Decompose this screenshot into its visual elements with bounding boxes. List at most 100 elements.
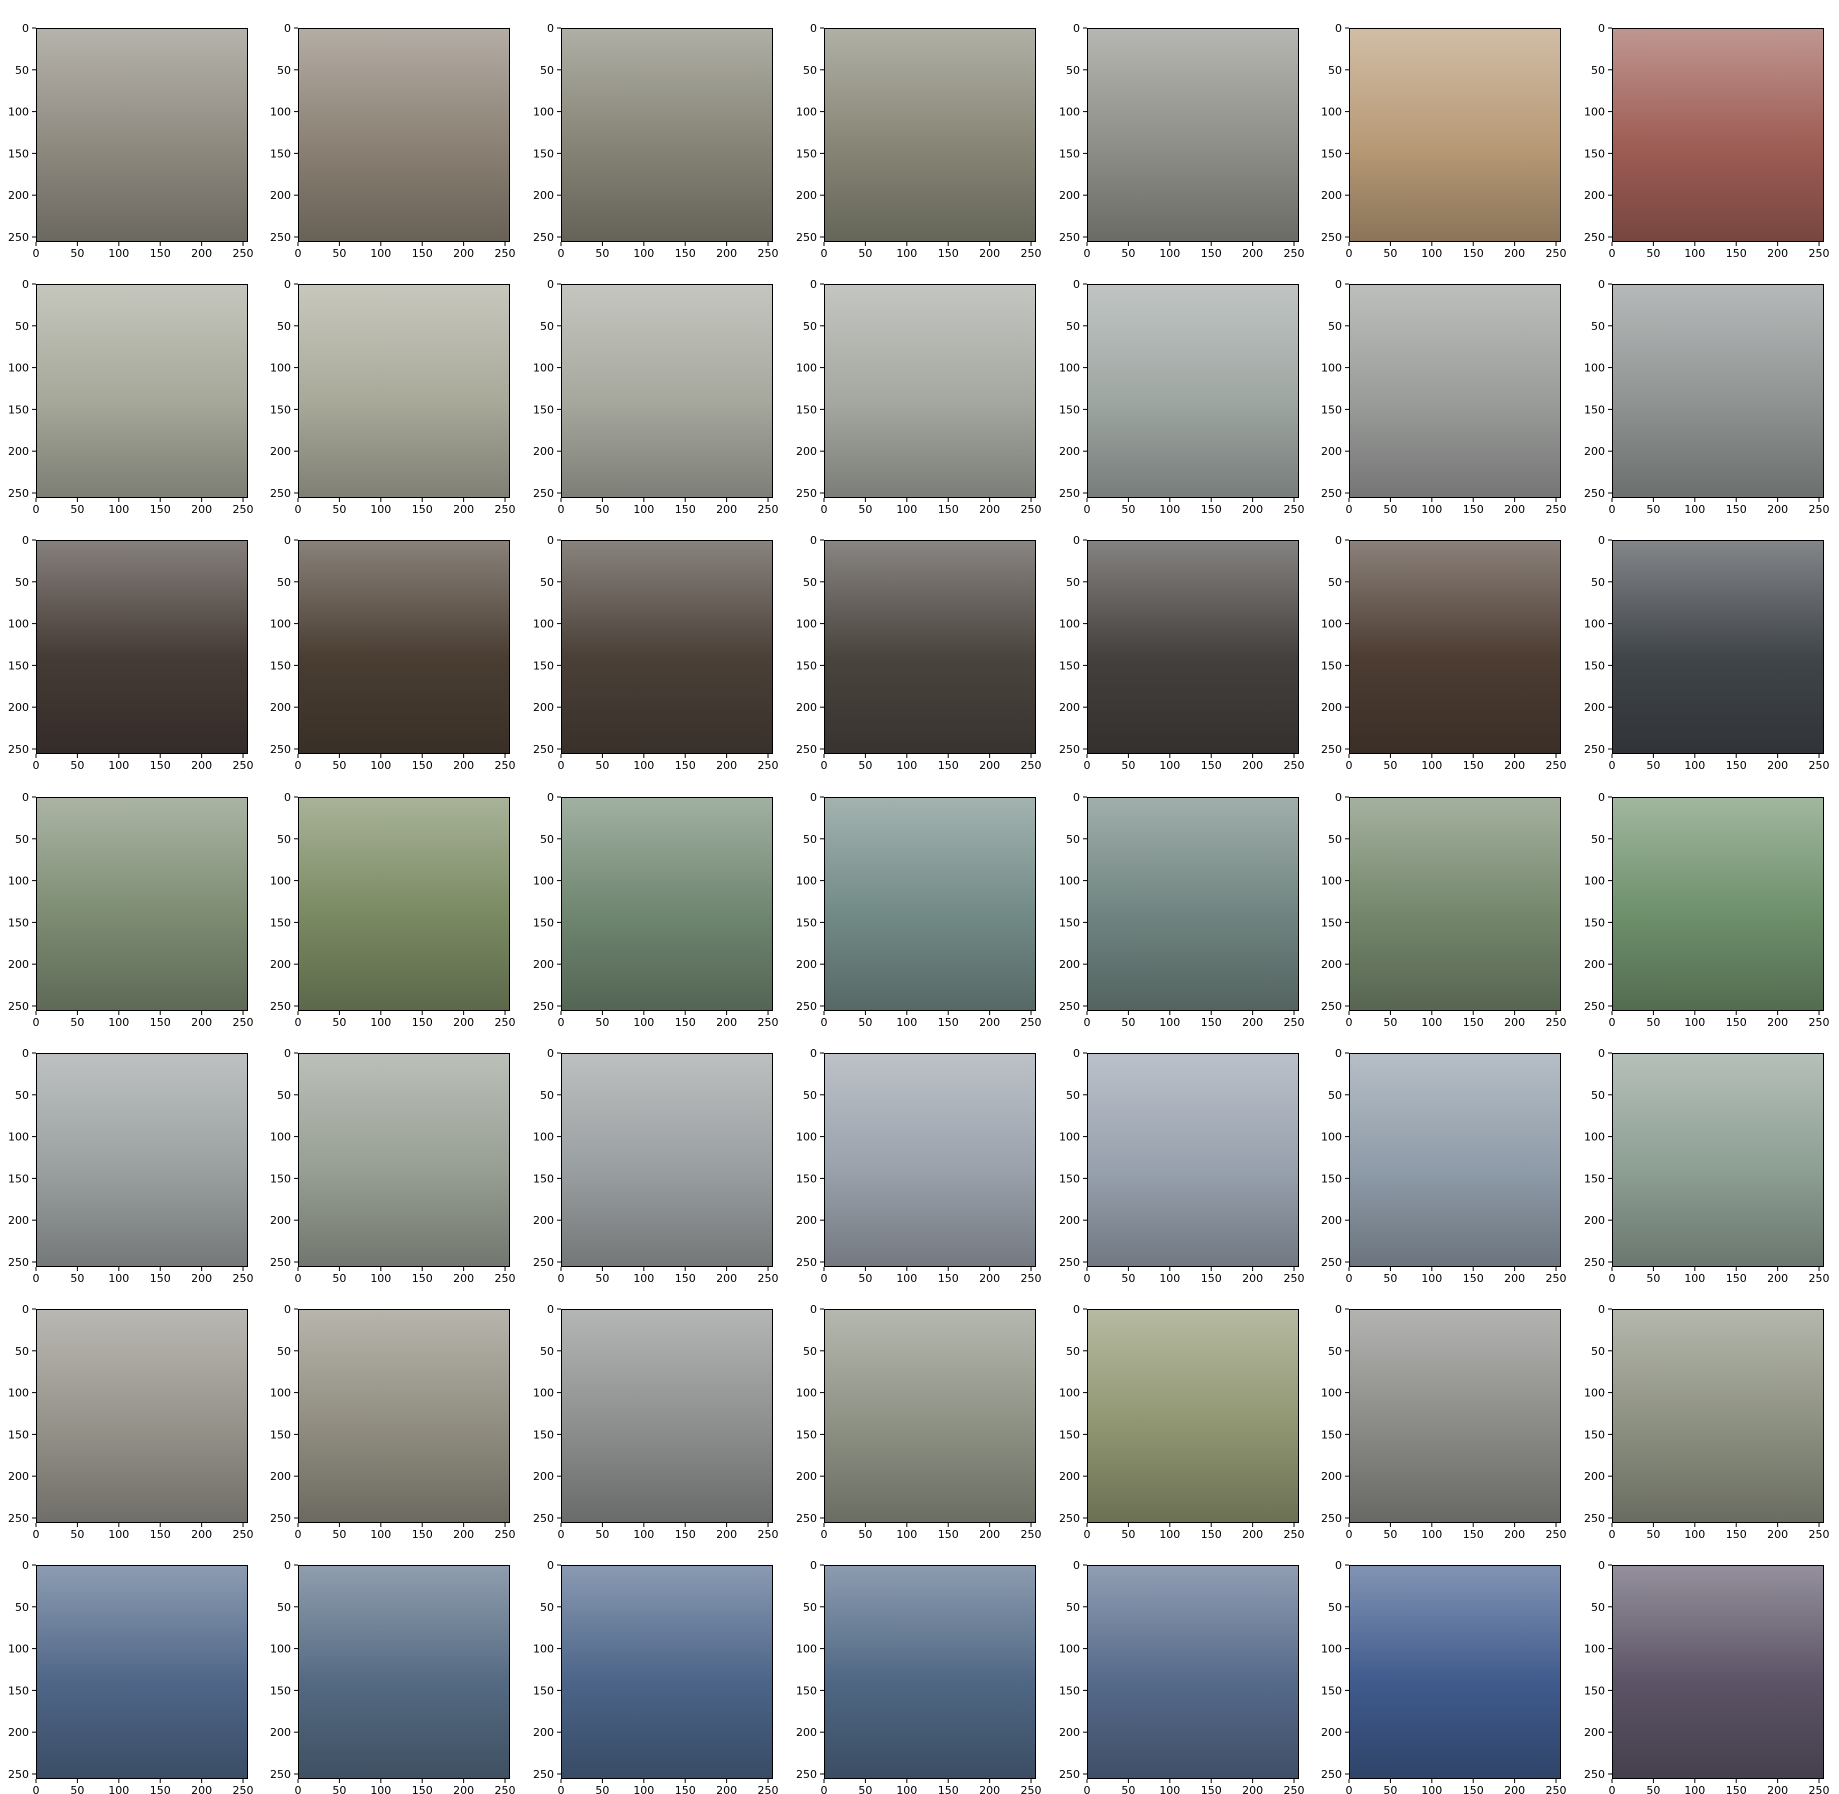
y-tick-label: 50 xyxy=(540,1601,554,1614)
x-tick-label: 150 xyxy=(1726,1528,1747,1541)
x-tick-label: 0 xyxy=(1609,247,1616,260)
image-windmill-5 xyxy=(1087,540,1299,754)
y-tick-label: 200 xyxy=(533,1214,554,1227)
y-tick-label: 200 xyxy=(1321,701,1342,714)
y-tick-label: 0 xyxy=(1598,278,1605,291)
y-tick-label: 250 xyxy=(796,743,817,756)
y-tick-label: 0 xyxy=(1335,278,1342,291)
image-mountain-2 xyxy=(298,284,510,498)
x-tick-label: 100 xyxy=(1684,503,1705,516)
subplot-house-3: 0 50 100 150 200 250 0 50 100 150 200 250 xyxy=(533,1047,779,1285)
x-tick-label: 200 xyxy=(1767,1272,1788,1285)
image-bed-7 xyxy=(1612,28,1824,242)
y-tick-label: 250 xyxy=(8,1256,29,1269)
x-tick-label: 200 xyxy=(1767,1016,1788,1029)
x-tick-label: 150 xyxy=(1726,1272,1747,1285)
y-tick-label: 100 xyxy=(1059,1131,1080,1144)
subplot-windmill-2: 0 50 100 150 200 250 0 50 100 150 200 250 xyxy=(270,534,516,772)
subplot-windmill-4: 0 50 100 150 200 250 0 50 100 150 200 250 xyxy=(796,534,1042,772)
y-tick-label: 50 xyxy=(803,320,817,333)
image-house-3 xyxy=(561,1053,773,1267)
y-tick-label: 50 xyxy=(277,1601,291,1614)
y-tick-label: 200 xyxy=(796,1470,817,1483)
x-tick-label: 100 xyxy=(108,759,129,772)
y-tick-label: 200 xyxy=(270,1214,291,1227)
subplot-mountain-3: 0 50 100 150 200 250 0 50 100 150 200 250 xyxy=(533,278,779,516)
axes-frame xyxy=(1087,284,1299,498)
subplot-highway-4: 0 50 100 150 200 250 0 50 100 150 200 250 xyxy=(796,1559,1042,1794)
y-tick-label: 100 xyxy=(1059,106,1080,119)
x-tick-label: 50 xyxy=(595,1016,609,1029)
x-tick-label: 200 xyxy=(1242,759,1263,772)
y-tick-label: 100 xyxy=(796,875,817,888)
x-tick-label: 150 xyxy=(150,1272,171,1285)
subplot-mountain-6: 0 50 100 150 200 250 0 50 100 150 200 250 xyxy=(1321,278,1567,516)
y-tick-label: 150 xyxy=(533,1172,554,1185)
image-barn-6 xyxy=(1349,797,1561,1011)
subplot-house-7: 0 50 100 150 200 250 0 50 100 150 200 250 xyxy=(1584,1047,1830,1285)
y-tick-label: 50 xyxy=(15,320,29,333)
axes-frame xyxy=(36,797,248,1011)
y-tick-label: 100 xyxy=(1059,618,1080,631)
x-tick-label: 50 xyxy=(70,1272,84,1285)
axes-frame xyxy=(298,1309,510,1523)
y-tick-label: 250 xyxy=(1321,1512,1342,1525)
y-tick-label: 50 xyxy=(803,1345,817,1358)
x-tick-label: 100 xyxy=(1421,1272,1442,1285)
x-tick-label: 50 xyxy=(1646,1784,1660,1794)
y-tick-label: 200 xyxy=(1321,1726,1342,1739)
x-tick-label: 100 xyxy=(370,1016,391,1029)
y-tick-label: 50 xyxy=(1066,1345,1080,1358)
y-tick-label: 0 xyxy=(1598,22,1605,35)
image-mountain-5 xyxy=(1087,284,1299,498)
y-tick-label: 100 xyxy=(270,1131,291,1144)
y-tick-label: 150 xyxy=(1321,1428,1342,1441)
x-tick-label: 100 xyxy=(108,1272,129,1285)
y-tick-label: 150 xyxy=(1321,403,1342,416)
y-tick-label: 100 xyxy=(533,106,554,119)
x-tick-label: 250 xyxy=(1021,1016,1042,1029)
x-tick-label: 200 xyxy=(1767,247,1788,260)
x-tick-label: 100 xyxy=(633,503,654,516)
y-tick-label: 250 xyxy=(1059,1768,1080,1781)
x-tick-label: 150 xyxy=(412,1272,433,1285)
y-tick-label: 50 xyxy=(1328,1089,1342,1102)
axes-frame xyxy=(36,540,248,754)
y-tick-label: 100 xyxy=(8,106,29,119)
x-tick-label: 0 xyxy=(1346,759,1353,772)
x-tick-label: 0 xyxy=(821,1272,828,1285)
subplot-house-2: 0 50 100 150 200 250 0 50 100 150 200 250 xyxy=(270,1047,516,1285)
y-tick-label: 50 xyxy=(1328,833,1342,846)
y-tick-label: 0 xyxy=(22,791,29,804)
image-barn-3 xyxy=(561,797,773,1011)
axes-frame xyxy=(1087,28,1299,242)
y-tick-label: 100 xyxy=(270,618,291,631)
x-tick-label: 250 xyxy=(1546,1272,1567,1285)
y-tick-label: 50 xyxy=(1591,1601,1605,1614)
x-tick-label: 50 xyxy=(332,759,346,772)
x-tick-label: 250 xyxy=(758,1016,779,1029)
x-tick-label: 50 xyxy=(332,1016,346,1029)
y-tick-label: 0 xyxy=(547,1559,554,1572)
y-tick-label: 250 xyxy=(796,1000,817,1013)
image-house-5 xyxy=(1087,1053,1299,1267)
x-tick-label: 50 xyxy=(332,1272,346,1285)
y-tick-label: 50 xyxy=(277,833,291,846)
x-tick-label: 200 xyxy=(1504,1784,1525,1794)
x-tick-label: 0 xyxy=(1084,503,1091,516)
x-tick-label: 50 xyxy=(332,1784,346,1794)
x-tick-label: 200 xyxy=(716,1272,737,1285)
y-tick-label: 150 xyxy=(796,1428,817,1441)
axes-frame xyxy=(1612,540,1824,754)
x-tick-label: 50 xyxy=(858,1272,872,1285)
x-tick-label: 100 xyxy=(896,759,917,772)
axes-frame xyxy=(1349,284,1561,498)
x-tick-label: 200 xyxy=(1242,247,1263,260)
y-tick-label: 0 xyxy=(284,791,291,804)
y-tick-label: 200 xyxy=(270,1470,291,1483)
y-tick-label: 50 xyxy=(15,833,29,846)
x-tick-label: 100 xyxy=(1159,1016,1180,1029)
x-tick-label: 0 xyxy=(295,1528,302,1541)
x-tick-label: 0 xyxy=(33,1528,40,1541)
image-barn-7 xyxy=(1612,797,1824,1011)
